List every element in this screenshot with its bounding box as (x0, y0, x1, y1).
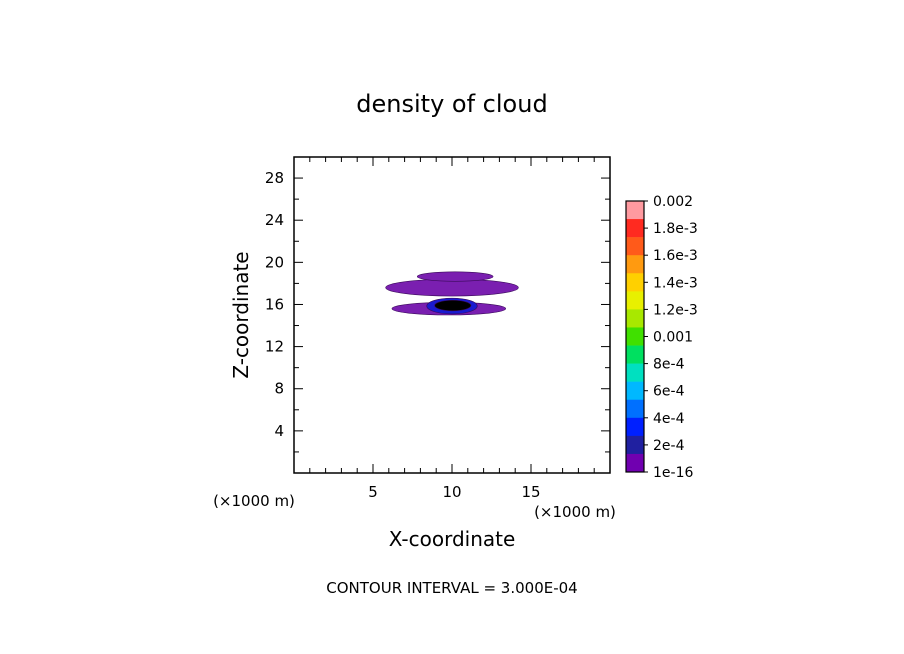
y-tick-label: 12 (265, 338, 284, 356)
contour-interval-note: CONTOUR INTERVAL = 3.000E-04 (326, 579, 577, 597)
colorbar-swatch (626, 237, 644, 256)
colorbar-swatch (626, 273, 644, 292)
y-tick-label: 8 (274, 380, 284, 398)
y-tick-label: 16 (265, 295, 284, 313)
colorbar-swatch (626, 435, 644, 455)
colorbar-label: 1e-16 (653, 465, 693, 481)
x-unit-label-left: (×1000 m) (213, 492, 295, 510)
colorbar-swatch (626, 381, 644, 401)
colorbar-label: 1.6e-3 (653, 248, 698, 264)
colorbar-label: 0.002 (653, 194, 693, 210)
y-tick-label: 4 (274, 422, 284, 440)
x-tick-label: 10 (442, 483, 461, 501)
x-axis-ticks: 5 10 15 (309, 157, 595, 501)
colorbar-label: 4e-4 (653, 411, 685, 427)
colorbar-swatch (626, 201, 644, 220)
x-tick-label: 5 (368, 483, 378, 501)
x-unit-label-right: (×1000 m) (534, 503, 616, 521)
colorbar-swatch (626, 327, 644, 346)
colorbar-swatch (626, 255, 644, 274)
colorbar-swatch (626, 309, 644, 328)
colorbar-swatch (626, 399, 644, 419)
colorbar-label: 1.2e-3 (653, 302, 698, 318)
y-axis-label: Z-coordinate (229, 251, 253, 378)
y-tick-label: 24 (265, 211, 284, 229)
x-tick-label: 15 (521, 483, 540, 501)
plot-area: 5 10 15 4 8 12 16 20 24 28 (265, 156, 611, 501)
density-region-1e16-1 (416, 271, 494, 282)
colorbar-label: 1.4e-3 (653, 275, 698, 291)
y-axis-ticks: 4 8 12 16 20 24 28 (265, 169, 610, 453)
colorbar-label: 1.8e-3 (653, 221, 698, 237)
colorbar-swatch (626, 291, 644, 310)
density-region-4e4-4 (434, 299, 472, 312)
y-tick-label: 20 (265, 253, 284, 271)
colorbar-swatch (626, 219, 644, 238)
density-field (385, 271, 519, 316)
colorbar-swatch (626, 345, 644, 364)
density-region-1e16-0 (385, 278, 519, 297)
colorbar-swatch (626, 453, 644, 473)
colorbar-label: 8e-4 (653, 357, 685, 373)
y-tick-label: 28 (265, 169, 284, 187)
colorbar-legend: 0.002 1.8e-3 1.6e-3 1.4e-3 1.2e-3 0.001 8e-4 6e… (625, 194, 698, 481)
x-axis-label: X-coordinate (389, 527, 516, 551)
chart-title: density of cloud (356, 90, 547, 118)
colorbar-swatch (626, 363, 644, 382)
colorbar-swatch (626, 417, 644, 437)
colorbar-label: 2e-4 (653, 438, 685, 454)
colorbar-label: 0.001 (653, 330, 693, 346)
colorbar-label: 6e-4 (653, 384, 685, 400)
